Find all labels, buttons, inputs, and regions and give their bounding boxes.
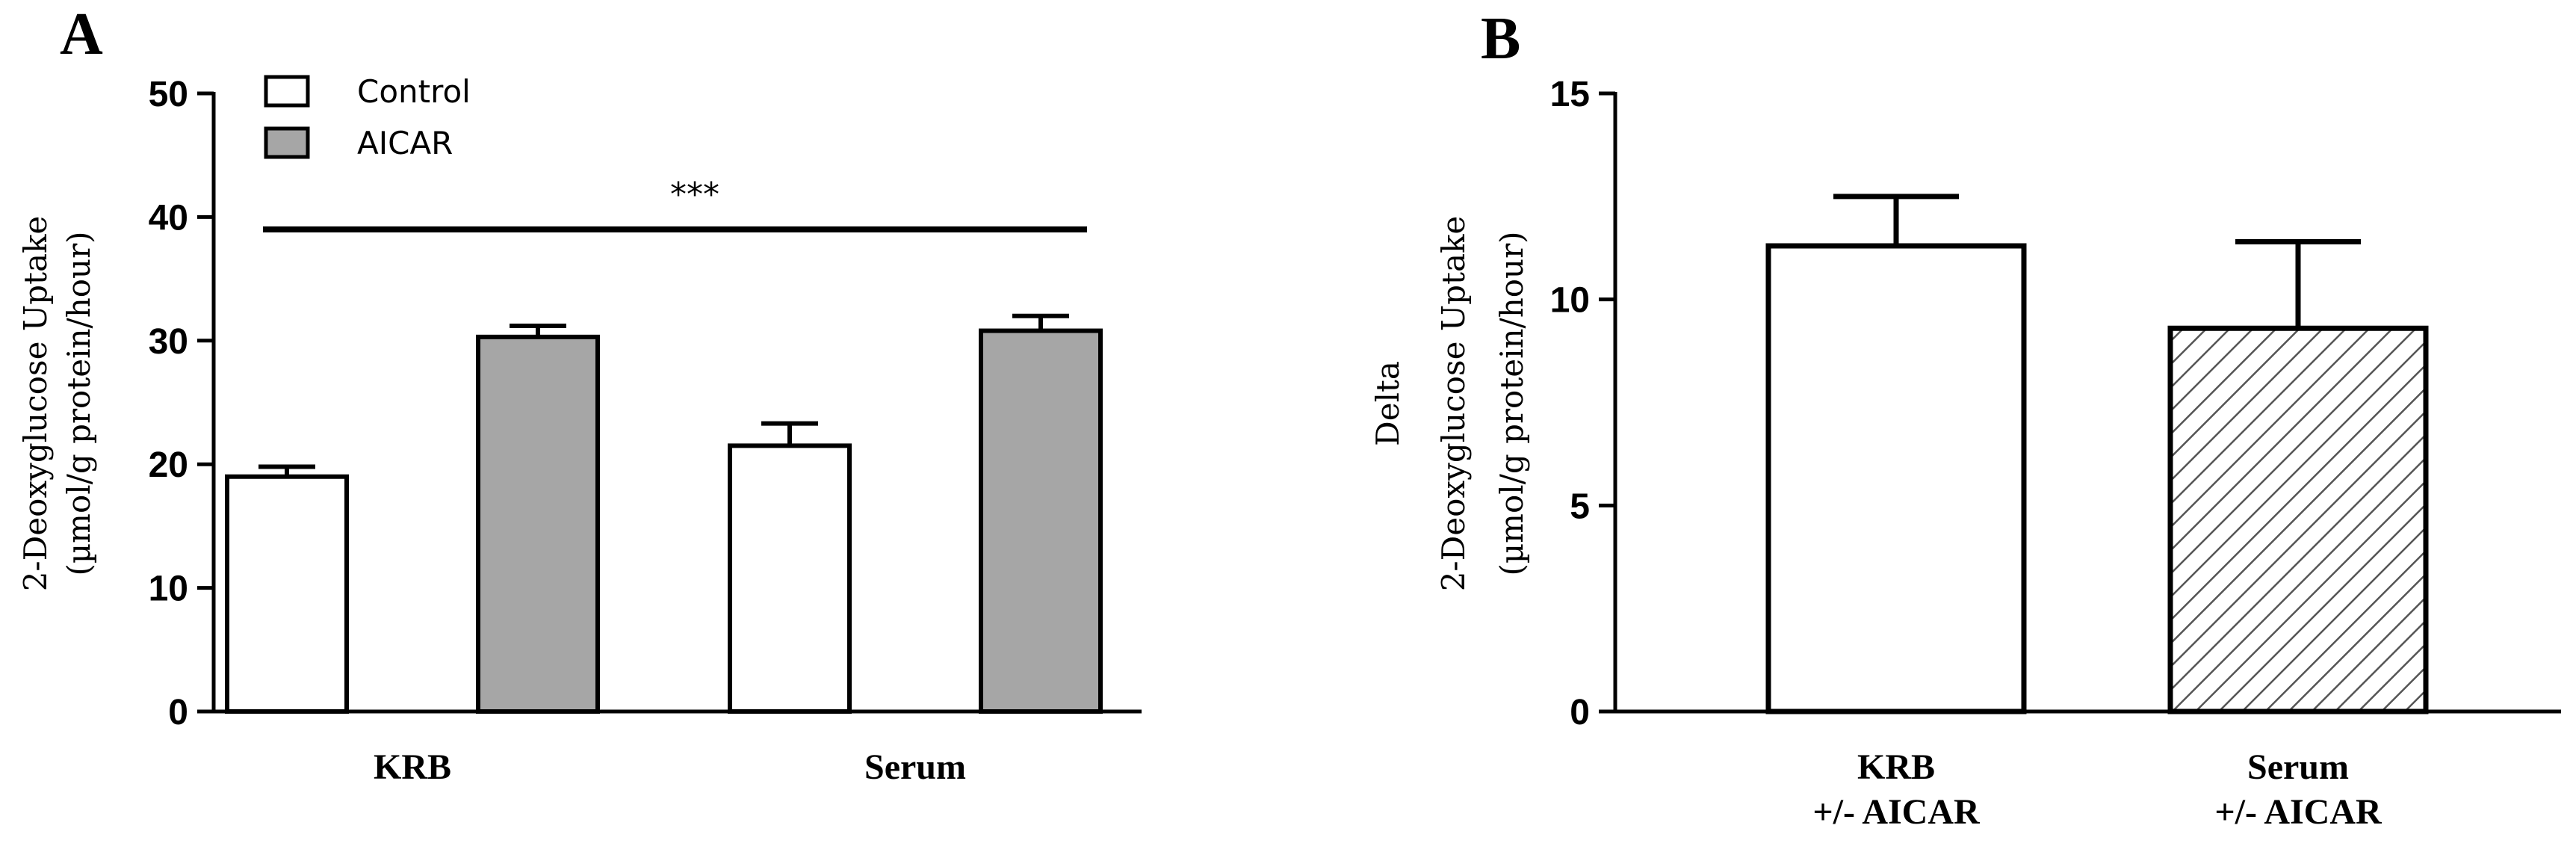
bar-control-krb [225,474,349,714]
significance-label: *** [670,176,719,214]
bar-aicar-krb [476,334,600,714]
category-label-krb-line-1: KRB [1857,747,1935,787]
category-label-serum-line-1: Serum [2247,747,2349,787]
panel-a-error-bars [258,313,1069,477]
panel-b: B Delta 2-Deoxyglucose Uptake (µmol/g pr… [1369,6,2561,832]
panel-b-letter: B [1481,6,1520,72]
panel-b-ylabel-line-2: 2-Deoxyglucose Uptake [1435,216,1472,592]
panel-b-y-ticks: 0 5 10 15 [1550,75,1615,732]
panel-a-y-tick-label: 20 [149,445,188,485]
panel-b-error-bars [1833,194,2361,329]
panel-b-y-tick-label: 5 [1570,487,1590,526]
panel-a-y-tick-label: 30 [149,322,188,362]
panel-a-y-ticks: 0 10 20 30 40 50 [149,75,214,732]
panel-a-y-tick-label: 50 [149,75,188,114]
panel-b-y-tick-label: 0 [1570,693,1590,732]
category-label-krb: KRB [374,747,451,787]
panel-a: A 2-Deoxyglucose Uptake (µmol/g protein/… [17,1,1142,787]
panel-b-bars [1765,243,2429,714]
legend-label-control: Control [357,73,471,110]
legend-label-aicar: AICAR [357,125,453,161]
category-label-krb-line-2: +/- AICAR [1812,792,1981,832]
panel-b-category-labels: KRB +/- AICAR Serum +/- AICAR [1812,747,2383,832]
bar-serum [2167,325,2429,714]
panel-a-letter: A [60,1,103,67]
bar-krb [1765,243,2027,714]
panel-b-y-tick-label: 10 [1550,281,1590,321]
panel-b-ylabel-line-3: (µmol/g protein/hour) [1493,231,1530,575]
panel-b-y-tick-label: 15 [1550,75,1590,114]
panel-a-legend: Control AICAR [264,73,471,161]
panel-a-ylabel-line-1: 2-Deoxyglucose Uptake [17,216,54,592]
legend-swatch-aicar [264,126,310,159]
legend-swatch-control [264,75,310,108]
bar-control-serum [728,443,852,714]
bar-aicar-serum [979,328,1103,714]
panel-a-bars [225,328,1103,714]
category-label-serum: Serum [864,747,966,787]
category-label-serum-line-2: +/- AICAR [2214,792,2383,832]
panel-a-y-tick-label: 10 [149,569,188,609]
panel-a-ylabel-line-2: (µmol/g protein/hour) [61,231,97,575]
panel-a-category-labels: KRB Serum [374,747,966,787]
panel-b-ylabel-line-1: Delta [1369,361,1406,446]
panel-a-y-tick-label: 40 [149,198,188,238]
panel-a-y-tick-label: 0 [168,693,188,732]
